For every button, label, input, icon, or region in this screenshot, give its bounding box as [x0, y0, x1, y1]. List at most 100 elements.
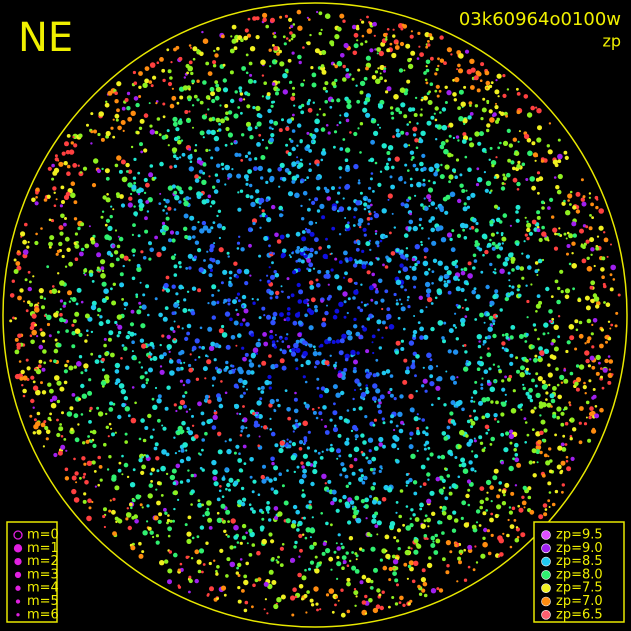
- star: [447, 290, 452, 295]
- star: [325, 548, 331, 554]
- star: [192, 46, 198, 52]
- star: [112, 208, 115, 211]
- star: [550, 342, 554, 346]
- star: [376, 52, 379, 55]
- star: [345, 259, 349, 263]
- star: [361, 480, 366, 485]
- star: [551, 355, 557, 360]
- star: [514, 484, 518, 487]
- star: [365, 66, 369, 71]
- star: [540, 159, 545, 163]
- star: [125, 334, 130, 340]
- star: [396, 539, 400, 543]
- star: [32, 385, 39, 391]
- star: [501, 341, 506, 346]
- star: [154, 235, 159, 240]
- star: [295, 509, 301, 515]
- star: [469, 104, 472, 107]
- star: [372, 423, 376, 427]
- star: [26, 366, 31, 371]
- star: [515, 265, 521, 271]
- star: [420, 523, 426, 529]
- star: [538, 237, 543, 243]
- star: [529, 398, 534, 403]
- star: [381, 307, 384, 311]
- star: [349, 464, 354, 469]
- star: [98, 465, 103, 469]
- star: [466, 479, 472, 484]
- star: [91, 280, 95, 283]
- star: [572, 427, 577, 432]
- star: [304, 536, 308, 540]
- star: [188, 110, 191, 113]
- star: [443, 282, 449, 288]
- star: [565, 210, 571, 216]
- star: [276, 88, 280, 92]
- star: [279, 312, 284, 317]
- star: [29, 334, 33, 338]
- star: [324, 13, 331, 19]
- star: [355, 26, 360, 31]
- star: [485, 431, 489, 435]
- star: [492, 363, 496, 366]
- star: [287, 58, 292, 63]
- star: [592, 388, 596, 391]
- star: [235, 344, 238, 347]
- star: [260, 59, 266, 66]
- star: [153, 176, 157, 180]
- star: [218, 489, 222, 493]
- star: [521, 162, 526, 167]
- star: [346, 311, 349, 315]
- star: [190, 557, 194, 560]
- star: [359, 90, 364, 95]
- star: [171, 184, 176, 189]
- star: [604, 335, 609, 340]
- star: [497, 514, 500, 517]
- star: [435, 226, 441, 232]
- star: [308, 309, 315, 316]
- star: [333, 363, 337, 368]
- star: [307, 299, 310, 302]
- star: [591, 216, 594, 220]
- star: [290, 139, 294, 143]
- star: [42, 445, 46, 448]
- star: [90, 130, 94, 134]
- star: [81, 456, 86, 461]
- star: [338, 206, 345, 212]
- star: [164, 511, 168, 515]
- star: [321, 50, 327, 55]
- star: [512, 177, 518, 183]
- star: [429, 374, 434, 379]
- star: [270, 133, 275, 138]
- star: [179, 458, 185, 464]
- star: [569, 419, 572, 422]
- star: [363, 505, 366, 508]
- star: [212, 63, 217, 68]
- star: [580, 178, 584, 182]
- star: [474, 470, 477, 473]
- star: [148, 172, 154, 178]
- star: [550, 320, 553, 324]
- star: [64, 363, 68, 368]
- star: [439, 58, 445, 63]
- star: [271, 557, 275, 561]
- star: [301, 465, 305, 469]
- star: [198, 548, 205, 554]
- star: [39, 328, 43, 332]
- star: [536, 108, 542, 114]
- star: [306, 41, 311, 46]
- star: [269, 65, 272, 68]
- star: [266, 501, 270, 505]
- star: [566, 252, 569, 256]
- star: [220, 503, 226, 509]
- star: [454, 264, 459, 269]
- star: [255, 35, 260, 40]
- magnitude-label: m=6: [27, 607, 59, 622]
- star: [422, 260, 429, 267]
- star: [159, 343, 162, 347]
- star: [261, 95, 264, 98]
- star: [168, 238, 172, 243]
- star: [183, 213, 189, 219]
- star: [531, 448, 537, 454]
- star: [554, 433, 557, 437]
